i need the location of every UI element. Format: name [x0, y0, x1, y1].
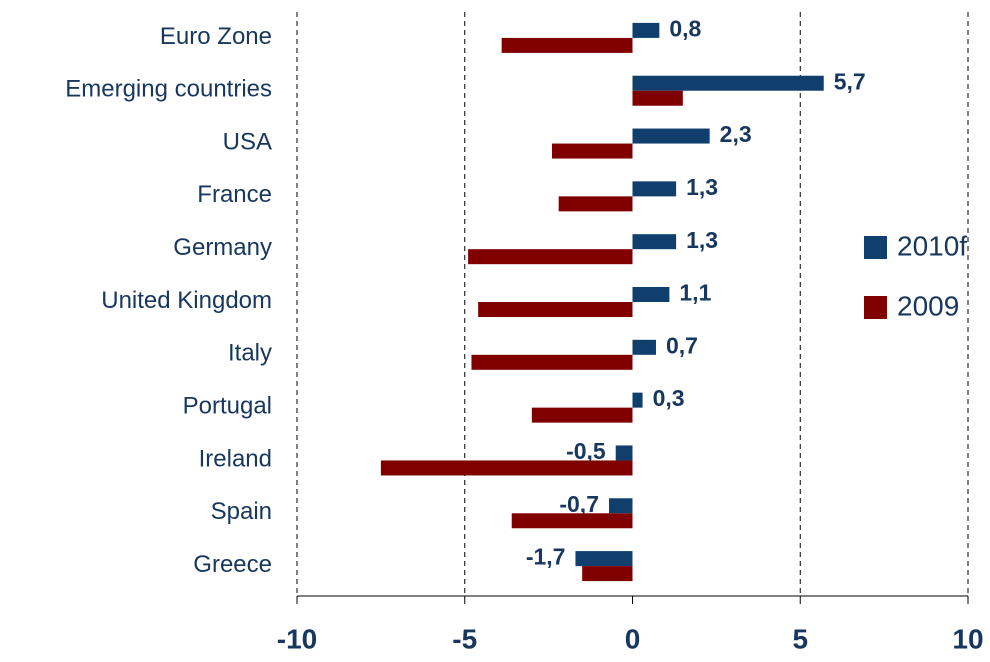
- y-tick-label: Emerging countries: [65, 76, 272, 103]
- bar: [632, 90, 683, 106]
- bar: [575, 551, 633, 567]
- bar: [468, 249, 633, 265]
- data-label: 5,7: [834, 68, 866, 94]
- y-tick-label: USA: [223, 128, 272, 155]
- bar: [511, 513, 633, 529]
- x-tick-label: 10: [952, 623, 983, 654]
- bar: [551, 143, 633, 159]
- bar: [615, 445, 633, 461]
- bar: [501, 37, 633, 53]
- data-label: 2,3: [720, 121, 752, 147]
- legend-swatch: [864, 236, 887, 259]
- data-label: 0,7: [666, 332, 698, 358]
- bar: [609, 498, 633, 514]
- bar: [558, 196, 633, 212]
- bar: [632, 128, 710, 144]
- y-tick-label: United Kingdom: [101, 287, 272, 314]
- y-tick-label: Ireland: [199, 445, 272, 472]
- x-tick-label: 5: [792, 623, 808, 654]
- bar: [632, 287, 670, 302]
- bar: [582, 566, 633, 582]
- y-tick-label: Germany: [173, 234, 272, 261]
- data-label: 1,3: [686, 227, 718, 253]
- x-tick-label: -5: [452, 623, 477, 654]
- bar: [531, 407, 633, 423]
- bar: [632, 181, 677, 197]
- bar: [632, 392, 643, 408]
- y-tick-label: Spain: [211, 498, 272, 525]
- y-tick-label: Italy: [228, 340, 272, 367]
- data-label: -1,7: [526, 544, 566, 570]
- legend-label: 2009: [897, 290, 959, 321]
- bar: [478, 302, 633, 317]
- bar: [380, 460, 633, 476]
- bar: [632, 22, 660, 38]
- y-tick-label: Greece: [193, 551, 272, 578]
- bar: [471, 354, 633, 370]
- data-label: 0,8: [669, 15, 701, 41]
- bar: [632, 339, 656, 355]
- data-label: 1,1: [679, 280, 711, 306]
- y-tick-label: Euro Zone: [160, 23, 272, 50]
- data-label: 0,3: [653, 385, 685, 411]
- bar: [632, 234, 677, 250]
- legend-swatch: [864, 296, 887, 319]
- legend-label: 2010f: [897, 230, 967, 261]
- bar: [632, 75, 824, 91]
- x-tick-label: 0: [625, 623, 641, 654]
- data-label: 1,3: [686, 174, 718, 200]
- y-tick-label: France: [197, 181, 272, 208]
- x-tick-label: -10: [277, 623, 317, 654]
- y-tick-label: Portugal: [183, 392, 272, 419]
- data-label: -0,5: [566, 438, 606, 464]
- data-label: -0,7: [559, 491, 599, 517]
